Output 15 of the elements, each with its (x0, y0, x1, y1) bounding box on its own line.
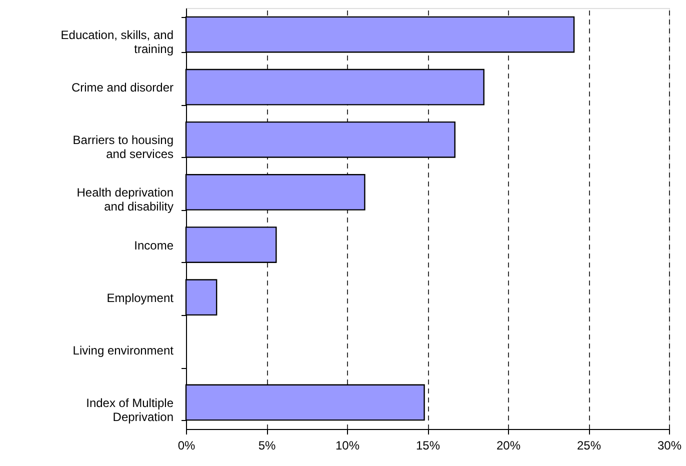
x-tick-label: 25% (576, 438, 602, 452)
y-tick-label: Income (134, 238, 174, 252)
x-tick-label: 10% (335, 438, 360, 452)
y-tick-label: Education, skills, and training (60, 28, 174, 56)
x-tick-label: 0% (178, 438, 196, 452)
y-tick-label: Barriers to housing and services (72, 133, 174, 162)
y-tick-label: Employment (106, 290, 174, 305)
y-tick-label: Index of Multiple Deprivation (86, 396, 174, 424)
x-tick-label: 30% (657, 438, 682, 452)
y-tick-label: Health deprivation and disability (76, 186, 174, 214)
y-tick-label: Crime and disorder (71, 80, 174, 95)
x-tick-label: 5% (258, 438, 276, 452)
x-tick-label: 20% (496, 438, 521, 452)
y-tick-label: Living environment (72, 343, 174, 358)
x-tick-label: 15% (416, 438, 440, 452)
